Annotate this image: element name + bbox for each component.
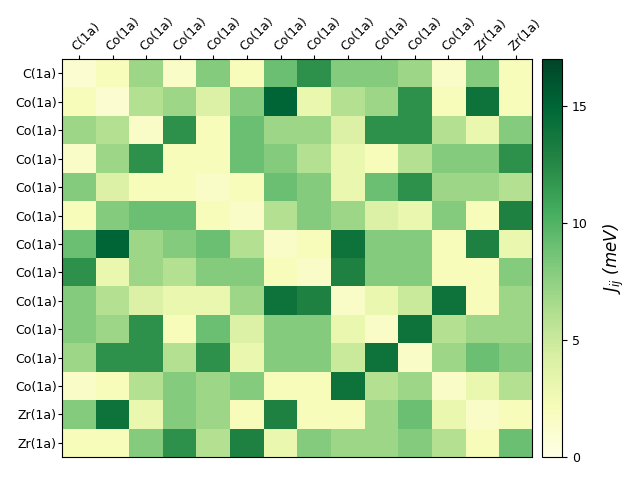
Y-axis label: $J_{ij}$ (meV): $J_{ij}$ (meV) bbox=[602, 223, 626, 294]
